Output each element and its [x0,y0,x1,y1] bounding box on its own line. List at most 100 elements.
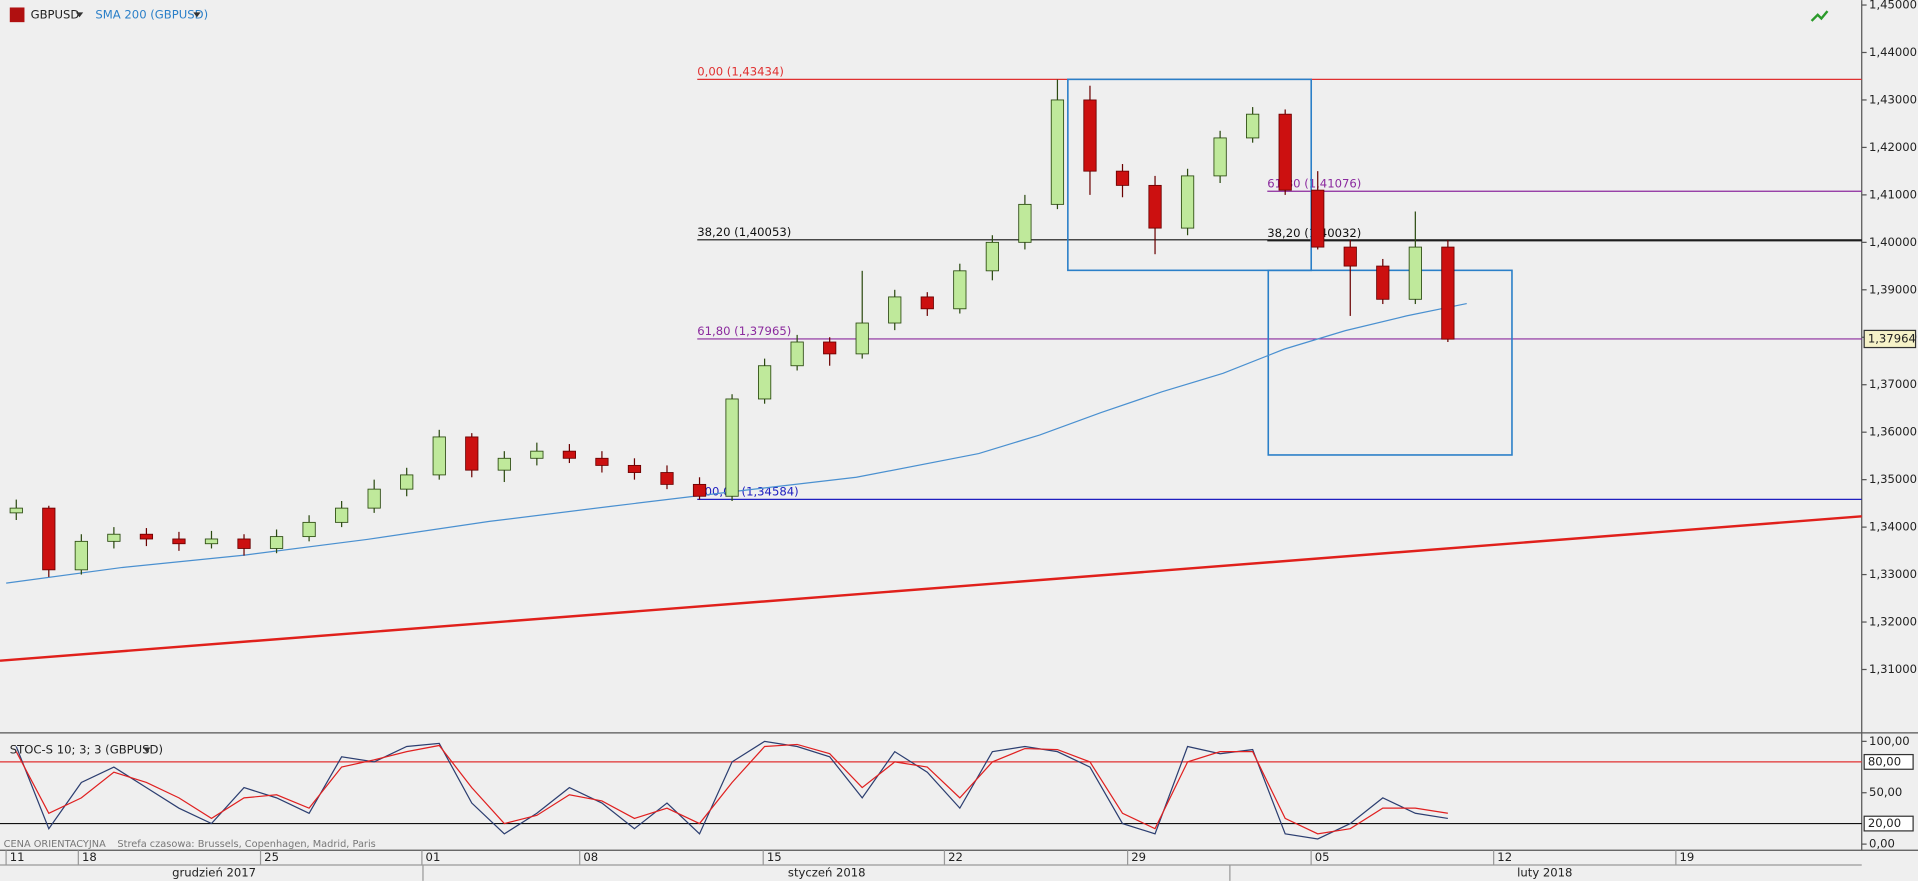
candle-body [1311,189,1325,248]
candle-body [660,472,674,485]
candle-body [562,450,576,459]
y-tick-label: 1,44000 [1869,45,1917,59]
y-tick-label: 1,41000 [1869,187,1917,201]
candle-body [595,457,609,466]
level-label: 80,00 [1868,754,1901,768]
candle-body [692,483,707,497]
indicator-title[interactable]: STOC-S 10; 3; 3 (GBPUSD) [10,742,163,756]
x-tick-label: 18 [82,850,97,864]
x-tick-label: 12 [1497,850,1512,864]
level-marker [1863,815,1914,832]
candle-body [790,341,804,367]
x-tick-label: 29 [1131,850,1146,864]
candle-body [1115,170,1130,186]
chart-icon[interactable] [1810,10,1829,22]
candle-body [855,322,869,355]
candle-body [465,436,479,471]
y-tick-label: 1,45000 [1869,0,1917,12]
x-tick-label: 08 [583,850,598,864]
candle-body [269,536,284,549]
candle-body [985,241,999,272]
stochastic-line [15,743,1448,835]
y-tick-label: 1,40000 [1869,235,1917,249]
candle-body [1018,203,1032,243]
footer-note: CENA ORIENTACYJNA [4,839,106,850]
fib-label: 38,20 (1,40053) [697,225,791,239]
y-tick-label: 1,32000 [1869,615,1917,629]
level-marker [1863,753,1914,770]
indicator-label[interactable]: SMA 200 (GBPUSD) [95,7,208,21]
candle-body [302,521,316,538]
drawn-rectangle [1267,269,1513,456]
candle-body [530,450,544,459]
candle-body [1278,113,1292,191]
candle-body [367,488,381,509]
candle-body [823,341,837,355]
y-tick-label: 1,36000 [1869,425,1917,439]
candle-body [107,533,121,542]
y-tick-label: 1,39000 [1869,282,1917,296]
dropdown-arrow[interactable] [75,12,84,18]
month-label: grudzień 2017 [172,865,256,879]
month-label: luty 2018 [1517,865,1572,879]
candle-body [627,464,642,473]
sma-line [6,302,1467,584]
candle-body [9,507,23,514]
candle-body [1083,99,1097,172]
candle-body [1246,113,1260,139]
y-tick-label: 1,37000 [1869,377,1917,391]
price-marker-label: 1,37964 [1868,331,1916,345]
y-tick-label: 1,31000 [1869,662,1917,676]
y-tick-label: 1,33000 [1869,567,1917,581]
x-tick-label: 19 [1680,850,1695,864]
x-tick-label: 11 [10,850,25,864]
candle-body [1180,175,1195,229]
candle-body [1050,99,1065,205]
candle-body [888,296,902,324]
y-tick-label: 1,43000 [1869,92,1917,106]
symbol-label[interactable]: GBPUSD [31,7,80,21]
y-tick-label: 100,00 [1869,734,1910,748]
drawn-rectangle [1067,78,1313,272]
candle-body [953,270,967,310]
fib-label: 61,80 (1,37965) [697,324,791,338]
candle-body [237,538,251,549]
stochastic-line [15,740,1448,840]
y-tick-label: 0,00 [1869,837,1895,851]
timezone-note: Strefa czasowa: Brussels, Copenhagen, Ma… [117,839,375,850]
candle-body [920,296,934,310]
month-label: styczeń 2018 [788,865,866,879]
x-tick-label: 22 [948,850,963,864]
candle-body [497,457,511,471]
candle-body [1441,246,1455,340]
x-tick-label: 25 [264,850,279,864]
candle-body [1376,265,1390,300]
x-tick-label: 01 [426,850,441,864]
x-tick-label: 15 [767,850,782,864]
candle-body [42,507,56,571]
fib-label: 0,00 (1,43434) [697,65,784,79]
candle-body [757,365,772,400]
candle-body [1408,246,1422,300]
y-tick-label: 1,42000 [1869,140,1917,154]
y-tick-label: 1,35000 [1869,472,1917,486]
candle-body [1148,184,1162,229]
candle-body [432,436,446,476]
x-tick-label: 05 [1315,850,1330,864]
candle-body [725,398,739,497]
dropdown-arrow[interactable] [193,12,201,18]
y-tick-label: 50,00 [1869,785,1902,799]
trend-line [0,515,1862,662]
candle-body [139,533,154,540]
candle-body [172,538,186,545]
y-tick-label: 1,34000 [1869,520,1917,534]
candle-body [204,538,219,545]
candle-body [74,540,88,571]
dropdown-arrow[interactable] [143,747,151,753]
candle-body [335,507,349,523]
fib-label: 100,00 (1,34584) [697,485,798,499]
price-marker [1863,329,1917,349]
